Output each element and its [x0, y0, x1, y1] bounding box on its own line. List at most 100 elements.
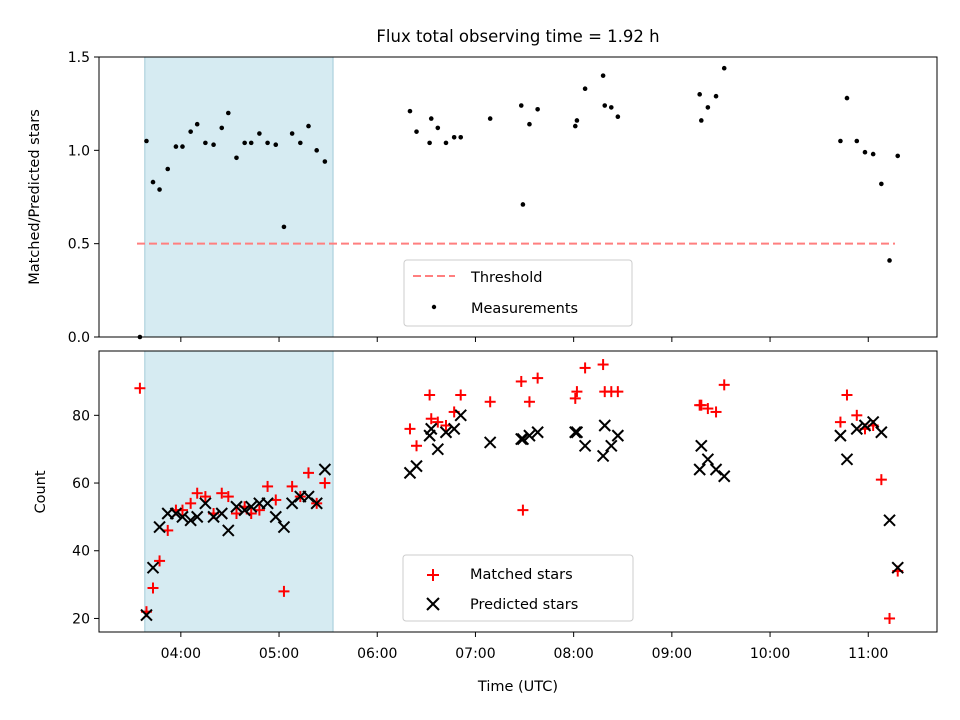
matched-star-point [834, 416, 846, 428]
measurement-point [518, 103, 524, 108]
matched-star-point [695, 399, 707, 411]
matched-star-point [875, 474, 887, 486]
measurement-point [862, 149, 868, 155]
predicted-star-point [531, 426, 544, 439]
predicted-star-point [611, 429, 625, 442]
predicted-star-point [447, 422, 461, 436]
matched-star-point [134, 382, 146, 394]
matched-star-point [222, 491, 234, 503]
measurement-point [322, 159, 328, 164]
observing-interval-shade [144, 56, 334, 338]
measurement-point [582, 86, 588, 92]
measurement-point [194, 121, 200, 127]
bottom-legend: Matched stars Predicted stars [402, 554, 634, 622]
x-tick-label: 05:00 [259, 646, 299, 662]
matched-star-point [303, 467, 314, 479]
matched-star-point [571, 386, 583, 398]
measurement-point [314, 148, 319, 153]
predicted-star-point [176, 510, 189, 524]
measurement-point [721, 65, 727, 71]
x-tick-label: 04:00 [161, 646, 201, 662]
predicted-star-point [431, 442, 445, 456]
top-axes: 0.0 0.5 1.0 1.5 [68, 50, 938, 346]
predicted-star-point [184, 514, 197, 527]
matched-stars-legend-label: Matched stars [470, 567, 573, 583]
measurement-point [144, 138, 149, 144]
matched-star-point [286, 480, 298, 492]
predicted-stars-points [140, 409, 904, 622]
measurement-point [879, 181, 884, 187]
y-tick-label: 0.5 [68, 237, 90, 253]
measurement-point [165, 166, 171, 172]
measurement-point [281, 224, 287, 230]
predicted-star-point [578, 439, 592, 453]
measurement-point [234, 155, 239, 161]
measurements-legend-marker [431, 304, 437, 310]
predicted-star-point [523, 429, 536, 442]
predicted-star-point [875, 426, 888, 439]
predicted-star-point [207, 510, 220, 524]
predicted-stars-legend-marker [426, 597, 440, 611]
predicted-star-point [858, 419, 872, 432]
measurement-point [527, 121, 532, 127]
measurement-point [248, 140, 254, 146]
y-tick-label: 0.0 [68, 330, 90, 346]
measurement-point [520, 202, 526, 207]
matched-star-point [216, 487, 228, 499]
matched-star-point [319, 477, 331, 489]
measurement-point [150, 179, 156, 185]
measurement-point [697, 92, 702, 97]
measurement-point [173, 144, 179, 149]
matched-star-point [569, 392, 581, 404]
predicted-star-point [199, 497, 212, 510]
predicted-star-point [883, 514, 896, 527]
chart-title: Flux total observing time = 1.92 h [376, 27, 659, 46]
predicted-star-point [238, 503, 251, 517]
y-tick-label: 1.5 [68, 50, 90, 66]
predicted-star-point [596, 449, 610, 463]
measurement-point [188, 129, 193, 134]
measurement-point [180, 144, 185, 149]
x-tick-label: 08:00 [553, 646, 593, 662]
measurement-point [414, 129, 419, 134]
matched-star-point [425, 413, 437, 425]
measurement-point [458, 134, 464, 140]
predicted-star-point [169, 507, 183, 520]
predicted-star-point [695, 439, 708, 453]
bottom-ylabel: Count [33, 470, 49, 513]
predicted-star-point [891, 561, 904, 574]
y-tick-label: 40 [72, 544, 90, 560]
top-panel: 0.0 0.5 1.0 1.5 Matched/Predicted stars Thr… [27, 50, 938, 346]
measurement-point [257, 131, 262, 136]
predicted-star-point [570, 426, 584, 439]
predicted-star-point [718, 470, 731, 483]
threshold-legend-label: Threshold [470, 270, 542, 286]
predicted-star-point [410, 459, 423, 473]
predicted-star-point [516, 432, 530, 446]
predicted-star-point [701, 453, 715, 466]
measurement-point [713, 93, 719, 99]
matched-star-point [262, 480, 274, 492]
measurement-point [273, 142, 279, 148]
predicted-star-point [153, 520, 166, 534]
axes-frame [98, 350, 938, 633]
predicted-star-point [605, 439, 618, 453]
measurement-point [428, 116, 434, 121]
measurement-point [600, 73, 606, 78]
bottom-panel: 20 40 60 80 04:00 05:00 06:00 07:00 08:00 09:00 10… [33, 350, 938, 695]
measurement-point [844, 95, 850, 101]
matched-star-point [718, 379, 730, 391]
bottom-xlabel: Time (UTC) [477, 679, 558, 695]
measurement-point [435, 125, 441, 131]
measurement-point [226, 110, 231, 116]
matched-star-point [278, 585, 290, 597]
bottom-legend-box [402, 554, 634, 622]
measurement-point [451, 134, 457, 140]
predicted-star-point [439, 426, 453, 439]
matched-star-point [147, 582, 159, 594]
measurement-point [306, 123, 311, 129]
predicted-star-point [140, 608, 153, 622]
x-tick-label: 11:00 [848, 646, 888, 662]
predicted-stars-legend-label: Predicted stars [470, 597, 578, 613]
